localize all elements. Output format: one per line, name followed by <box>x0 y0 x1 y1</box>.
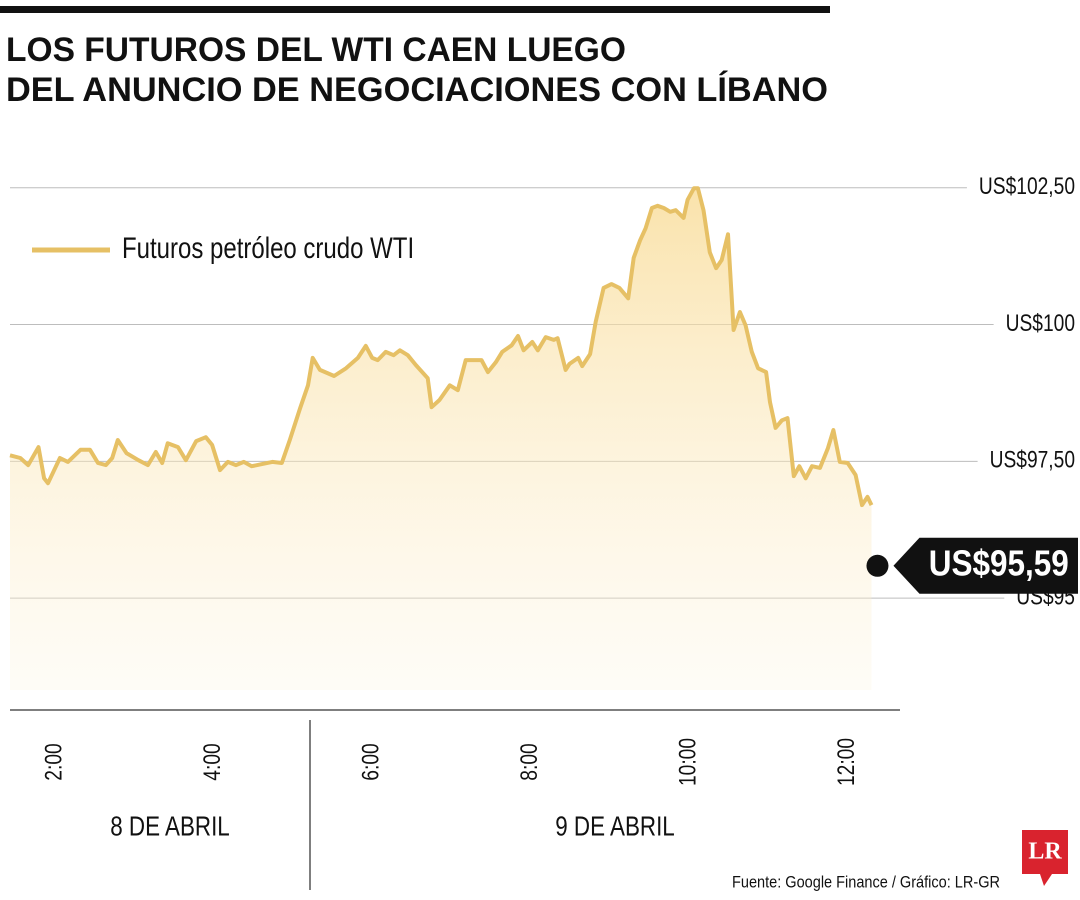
x-group-label: 9 DE ABRIL <box>555 810 675 841</box>
area <box>10 188 872 691</box>
logo-tail <box>1040 874 1052 886</box>
source: Fuente: Google Finance / Gráfico: LR-GR <box>732 872 1000 891</box>
series-line <box>9 186 874 508</box>
x-tick-label: 6:00 <box>358 743 385 780</box>
logo-text: LR <box>1028 839 1062 865</box>
annotation-label: US$95,59 <box>929 542 1069 583</box>
chart-title: DEL ANUNCIO DE NEGOCIACIONES CON LÍBANO <box>6 71 828 109</box>
legend-label: Futuros petróleo crudo WTI <box>122 232 414 265</box>
x-tick-label: 4:00 <box>199 743 226 780</box>
y-tick-label: US$97,50 <box>990 447 1075 474</box>
annotation-dot <box>866 554 889 577</box>
annotation-tag <box>893 537 1078 594</box>
y-tick-label: US$100 <box>1006 310 1075 337</box>
x-tick-label: 10:00 <box>675 738 702 786</box>
x-tick-label: 8:00 <box>516 743 543 780</box>
x-tick-label: 12:00 <box>833 738 860 786</box>
x-group-label: 8 DE ABRIL <box>110 810 230 841</box>
logo-box <box>1022 830 1068 874</box>
x-tick-label: 2:00 <box>41 743 68 780</box>
top-rule <box>0 6 830 13</box>
y-tick-label: US$102,50 <box>979 173 1075 200</box>
logo: LR <box>1022 830 1068 886</box>
chart-title: LOS FUTUROS DEL WTI CAEN LUEGO <box>6 31 626 69</box>
